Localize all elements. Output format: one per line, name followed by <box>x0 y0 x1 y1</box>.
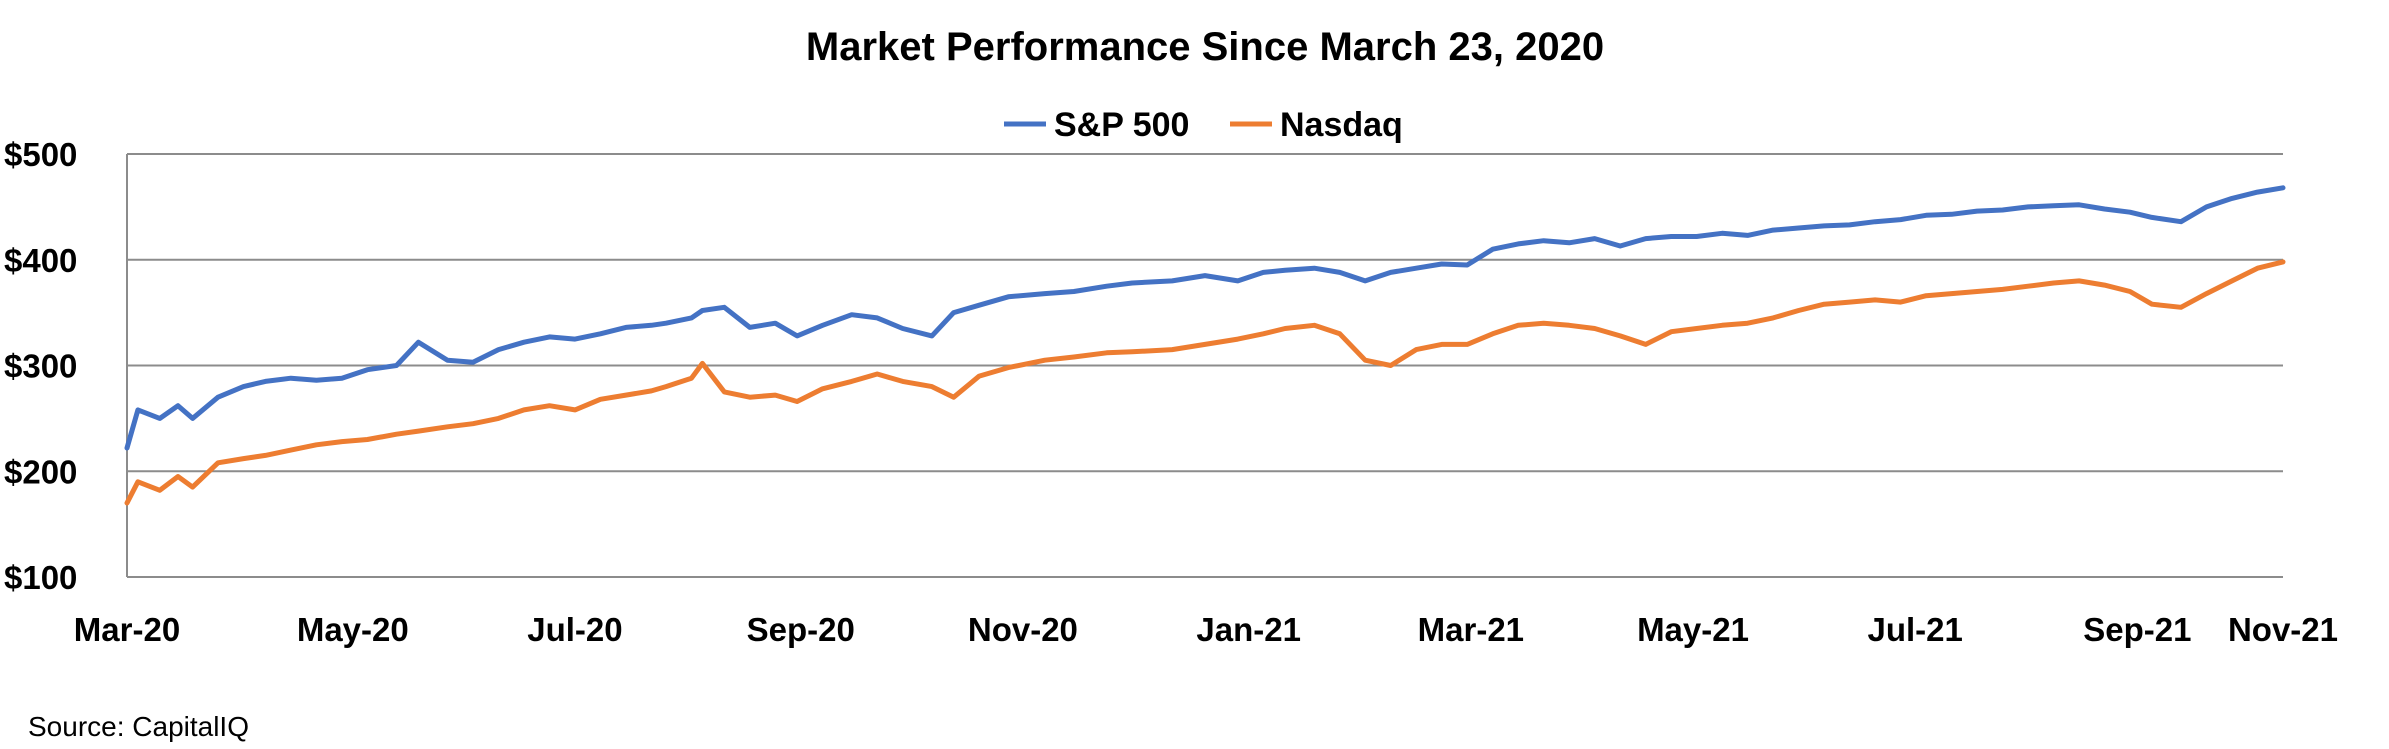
x-axis-ticks: Mar-20 May-20 Jul-20 Sep-20 Nov-20 Jan-21 Mar-… <box>74 611 2338 648</box>
series-line-nasdaq <box>124 259 2286 506</box>
x-tick-label: Sep-21 <box>2083 611 2191 648</box>
gridlines <box>126 153 2283 578</box>
x-tick-label: Mar-21 <box>1418 611 1524 648</box>
x-tick-label: Jul-21 <box>1867 611 1962 648</box>
y-tick-label: $100 <box>4 559 77 596</box>
source-note: Source: CapitalIQ <box>28 711 249 742</box>
legend-label: Nasdaq <box>1280 106 1403 144</box>
legend-label: S&P 500 <box>1054 106 1189 144</box>
x-tick-label: Sep-20 <box>747 611 855 648</box>
x-tick-label: May-21 <box>1637 611 1749 648</box>
chart-title: Market Performance Since March 23, 2020 <box>806 25 1604 69</box>
legend: S&P 500 Nasdaq <box>1004 106 1403 144</box>
y-tick-label: $300 <box>4 348 77 385</box>
x-tick-label: Jul-20 <box>527 611 622 648</box>
y-tick-label: $400 <box>4 242 77 279</box>
series-line-s-p-500 <box>124 185 2286 451</box>
x-tick-label: Nov-20 <box>968 611 1078 648</box>
y-axis-ticks: $100 $200 $300 $400 $500 <box>4 136 77 596</box>
x-tick-label: May-20 <box>297 611 409 648</box>
series-lines <box>124 185 2286 506</box>
x-tick-label: Jan-21 <box>1196 611 1301 648</box>
x-tick-label: Nov-21 <box>2228 611 2338 648</box>
y-tick-label: $200 <box>4 453 77 490</box>
x-tick-label: Mar-20 <box>74 611 180 648</box>
y-tick-label: $500 <box>4 136 77 173</box>
